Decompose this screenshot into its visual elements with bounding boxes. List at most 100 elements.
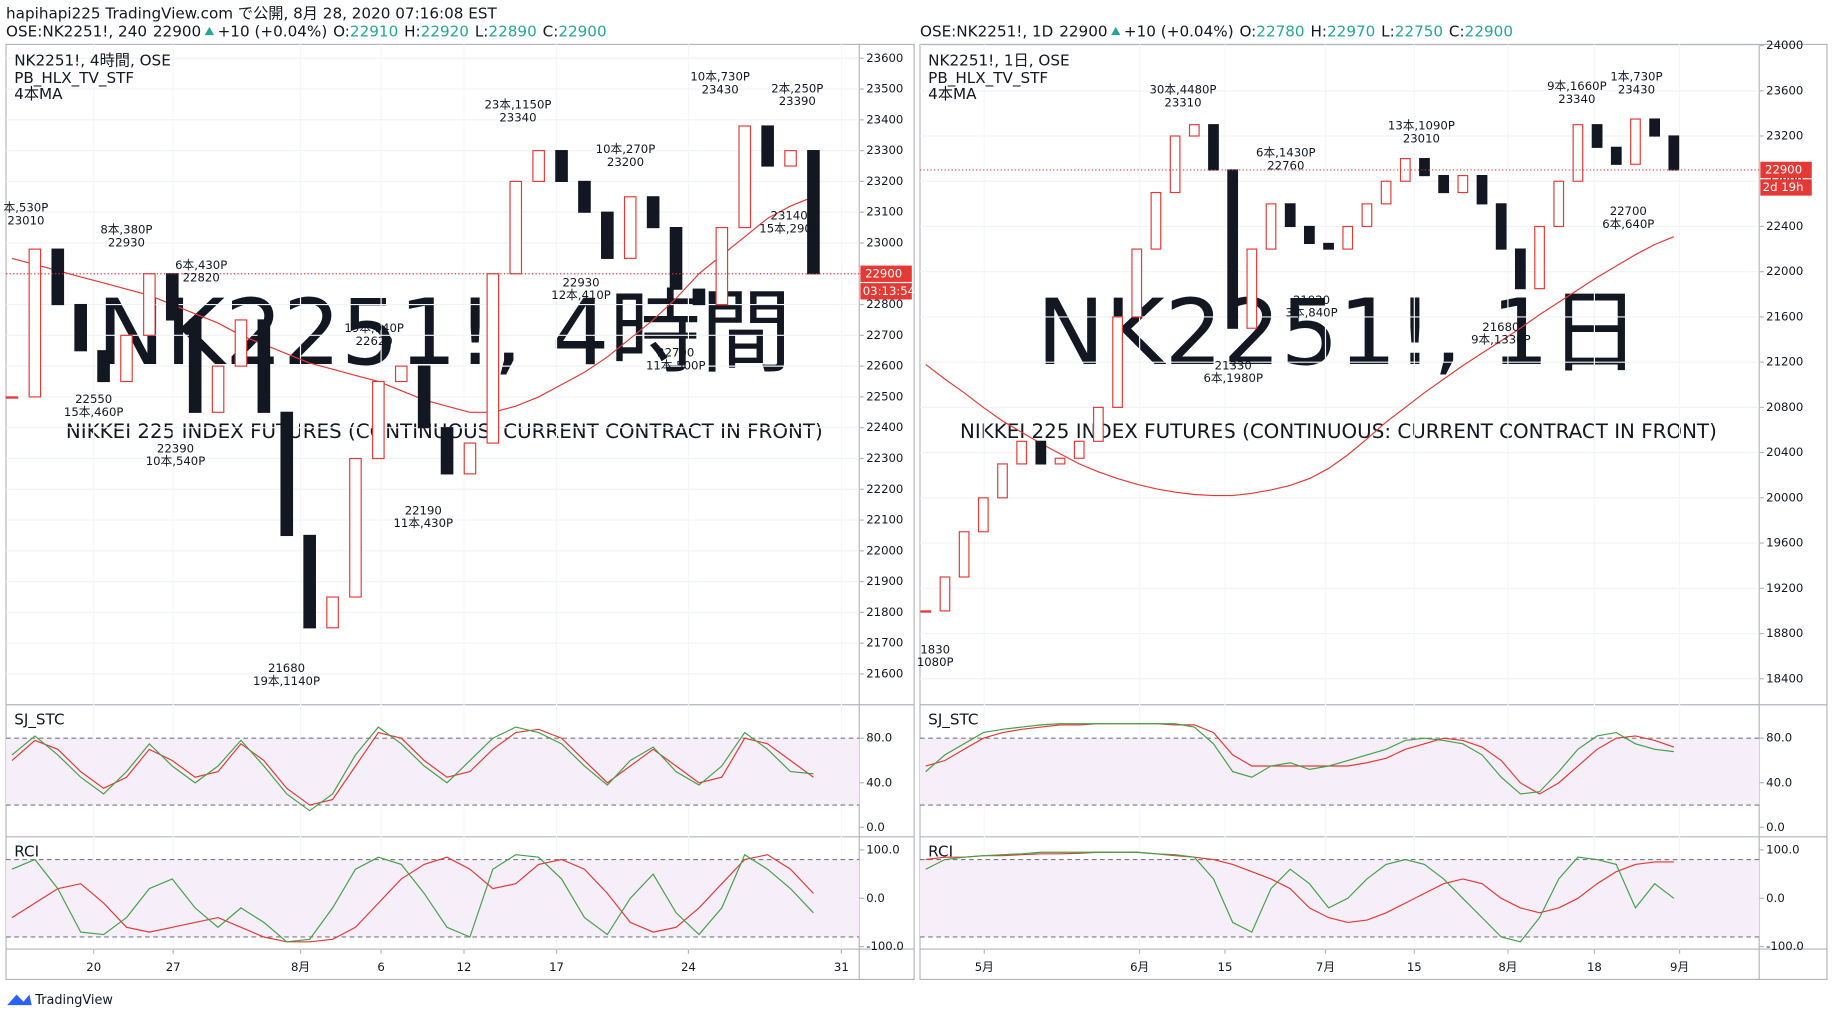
candle	[601, 211, 614, 259]
annotation: 6本,430P	[175, 258, 227, 272]
watermark-sub: NIKKEI 225 INDEX FUTURES (CONTINUOUS: CU…	[960, 420, 1717, 443]
candle	[1304, 225, 1315, 245]
y-tick-label: -100.0	[866, 939, 904, 953]
candle	[326, 596, 339, 629]
y-tick-label: 0.0	[866, 820, 885, 834]
annotation: 23340	[1558, 92, 1595, 106]
y-tick-label: 21800	[866, 605, 903, 619]
y-tick-label: 24000	[1766, 38, 1803, 52]
ohlc-label: O:	[333, 22, 350, 40]
candle	[463, 442, 477, 475]
x-tick-label: 8月	[291, 960, 310, 974]
annotation: 23010	[1403, 132, 1440, 146]
ohlc-value: 22920	[421, 22, 469, 40]
y-tick-label: 18400	[1766, 671, 1803, 685]
publish-line: hapihapi225 TradingView.com で公開, 8月 28, …	[6, 5, 497, 23]
y-tick-label: 23000	[866, 235, 903, 249]
candle	[1093, 406, 1104, 442]
candle	[1457, 174, 1469, 194]
annotation: 11本,430P	[393, 516, 453, 530]
candle	[143, 273, 156, 336]
pane-title: SJ_STC	[14, 710, 64, 729]
annotation: 21330	[1215, 358, 1252, 372]
y-tick-label: 23400	[866, 112, 903, 126]
candle	[5, 396, 19, 399]
x-tick-label: 8月	[1498, 960, 1517, 974]
annotation: 15本,290P	[759, 222, 819, 236]
candle	[669, 227, 683, 290]
annotation: 23390	[779, 94, 816, 108]
level-band	[6, 859, 860, 937]
indicator-line	[11, 728, 814, 806]
up-triangle	[1111, 26, 1121, 36]
x-tick-label: 18	[1587, 960, 1602, 974]
annotation: 13本,1090P	[1388, 119, 1455, 133]
pane-title: RCI	[928, 843, 953, 861]
candle	[977, 497, 989, 533]
candle	[372, 380, 385, 460]
candle	[417, 365, 431, 429]
legend-last: 22900	[153, 22, 201, 40]
annotation: 1080P	[917, 655, 954, 669]
ohlc-label: O:	[1239, 22, 1256, 40]
chart-title: NK2251!, 1日, OSE	[928, 51, 1069, 69]
last-price-box	[1760, 161, 1812, 179]
x-tick-label: 7月	[1316, 960, 1335, 974]
indicator-line	[11, 853, 814, 943]
annotation: 19本,940P	[344, 321, 404, 335]
indicator-line	[925, 851, 1674, 923]
candle	[234, 319, 248, 367]
x-tick-label: 27	[166, 960, 181, 974]
annotation: 22760	[1267, 158, 1304, 172]
annotation: 6本,640P	[1602, 217, 1654, 231]
level-band	[920, 859, 1760, 937]
footer-logo: TradingView	[7, 993, 113, 1008]
y-tick-label: 22500	[866, 389, 903, 403]
candle	[211, 365, 225, 413]
indicator-line	[925, 723, 1674, 795]
last-price-label: 22900	[865, 266, 902, 280]
y-tick-label: 20800	[1766, 400, 1803, 414]
up-triangle	[204, 26, 215, 36]
candle	[920, 610, 932, 613]
annotation: 23140	[771, 209, 808, 223]
y-tick-label: 22800	[866, 297, 903, 311]
y-tick-label: 22200	[866, 482, 903, 496]
panel-frame	[5, 43, 915, 981]
annotation: 22190	[405, 503, 442, 517]
legend-change: +10 (+0.04%)	[218, 22, 328, 40]
y-tick-label: 21700	[866, 636, 903, 650]
annotation: 1本,730P	[1610, 70, 1662, 84]
level-band	[920, 738, 1760, 806]
logo-text: TradingView	[34, 993, 113, 1008]
annotation: 9本,1330P	[1471, 333, 1531, 347]
candle	[1419, 158, 1430, 177]
y-tick-label: 18800	[1766, 626, 1803, 640]
ohlc-label: L:	[475, 22, 489, 40]
y-tick-label: 80.0	[866, 731, 892, 745]
candle	[578, 180, 591, 213]
indicator-line	[11, 726, 814, 812]
candle	[1399, 158, 1411, 182]
candle	[1169, 135, 1181, 194]
candle	[532, 150, 545, 182]
y-tick-label: 21200	[1766, 355, 1803, 369]
candle	[1514, 248, 1526, 290]
annotation: 21680	[268, 661, 305, 675]
ohlc-value: 22900	[1465, 22, 1513, 40]
y-tick-label: 22000	[1766, 264, 1803, 278]
pane-title: SJ_STC	[928, 710, 978, 729]
candle	[807, 150, 820, 275]
candle	[1112, 316, 1123, 408]
candle	[1265, 203, 1277, 250]
candle	[1323, 242, 1334, 250]
y-tick-label: 40.0	[866, 775, 892, 789]
candle	[1284, 203, 1296, 228]
candle	[1553, 180, 1565, 228]
candle	[28, 248, 42, 398]
x-tick-label: 6	[377, 960, 384, 974]
ohlc-value: 22970	[1327, 22, 1375, 40]
y-tick-label: 23600	[1766, 83, 1803, 97]
x-tick-label: 24	[681, 960, 696, 974]
